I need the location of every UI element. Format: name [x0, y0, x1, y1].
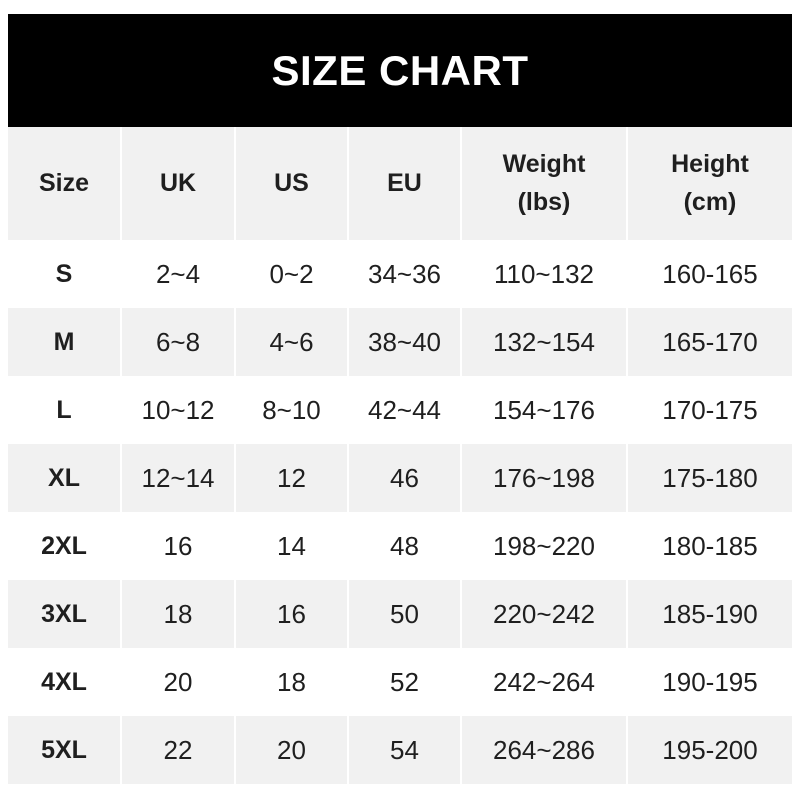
column-header: EU — [347, 127, 461, 240]
table-cell: 20 — [234, 716, 348, 784]
table-cell: 16 — [234, 580, 348, 648]
table-cell: 195-200 — [626, 716, 792, 784]
table-cell: 12~14 — [120, 444, 235, 512]
size-cell: XL — [8, 444, 121, 512]
table-cell: 8~10 — [234, 376, 348, 444]
table-cell: 48 — [347, 512, 461, 580]
table-cell: 12 — [234, 444, 348, 512]
size-cell: M — [8, 308, 121, 376]
column-header: Height (cm) — [626, 127, 792, 240]
table-cell: 185-190 — [626, 580, 792, 648]
table-cell: 18 — [234, 648, 348, 716]
table-cell: 180-185 — [626, 512, 792, 580]
table-cell: 46 — [347, 444, 461, 512]
column-header: Weight (lbs) — [460, 127, 627, 240]
table-cell: 10~12 — [120, 376, 235, 444]
size-cell: 2XL — [41, 531, 87, 560]
column-header: Size — [8, 127, 121, 240]
table-cell: 2~4 — [120, 240, 235, 308]
table-cell: 14 — [234, 512, 348, 580]
table-cell: 54 — [347, 716, 461, 784]
table-row: L 10~12 8~10 42~44 154~176 170-175 — [8, 376, 792, 444]
table-cell: 190-195 — [626, 648, 792, 716]
size-cell: 5XL — [8, 716, 121, 784]
table-cell: 198~220 — [460, 512, 627, 580]
table-cell: 160-165 — [626, 240, 792, 308]
table-cell: 20 — [120, 648, 235, 716]
table-row: 3XL 18 16 50 220~242 185-190 — [8, 580, 792, 648]
table-row: 2XL 16 14 48 198~220 180-185 — [8, 512, 792, 580]
header-row: Size UK US EU Weight (lbs) Height (cm) — [8, 127, 792, 240]
column-header: UK — [120, 127, 235, 240]
table-cell: 154~176 — [460, 376, 627, 444]
table-cell: 38~40 — [347, 308, 461, 376]
table-row: XL 12~14 12 46 176~198 175-180 — [8, 444, 792, 512]
table-row: 4XL 20 18 52 242~264 190-195 — [8, 648, 792, 716]
table-cell: 6~8 — [120, 308, 235, 376]
table-cell: 52 — [347, 648, 461, 716]
table-cell: 220~242 — [460, 580, 627, 648]
size-cell: S — [55, 259, 73, 288]
table-cell: 22 — [120, 716, 235, 784]
table-row: M 6~8 4~6 38~40 132~154 165-170 — [8, 308, 792, 376]
table-cell: 34~36 — [347, 240, 461, 308]
table-cell: 264~286 — [460, 716, 627, 784]
table-cell: 18 — [120, 580, 235, 648]
table-cell: 165-170 — [626, 308, 792, 376]
table-cell: 50 — [347, 580, 461, 648]
page-title: SIZE CHART — [271, 46, 529, 94]
table-cell: 42~44 — [347, 376, 461, 444]
table-row: 5XL 22 20 54 264~286 195-200 — [8, 716, 792, 784]
table-cell: 4~6 — [234, 308, 348, 376]
table-cell: 176~198 — [460, 444, 627, 512]
size-chart-table: Size UK US EU Weight (lbs) Height (cm) S 2~4 0~… — [8, 127, 792, 784]
size-cell: 4XL — [41, 667, 87, 696]
size-cell: 3XL — [8, 580, 121, 648]
table-cell: 242~264 — [460, 648, 627, 716]
size-cell: L — [56, 395, 72, 424]
table-cell: 0~2 — [234, 240, 348, 308]
table-cell: 170-175 — [626, 376, 792, 444]
table-cell: 132~154 — [460, 308, 627, 376]
title-bar: SIZE CHART — [8, 14, 792, 127]
table-row: S 2~4 0~2 34~36 110~132 160-165 — [8, 240, 792, 308]
table-cell: 110~132 — [460, 240, 627, 308]
table-cell: 16 — [120, 512, 235, 580]
table-cell: 175-180 — [626, 444, 792, 512]
column-header: US — [234, 127, 348, 240]
